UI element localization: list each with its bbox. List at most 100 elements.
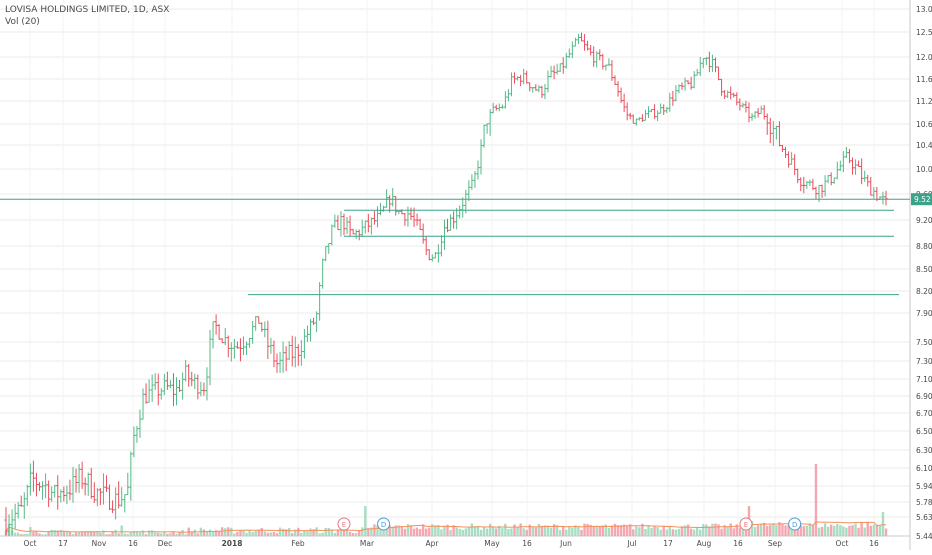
x-tick-label: May [484, 539, 500, 548]
volume-bar [473, 526, 477, 536]
volume-bar [638, 527, 641, 536]
volume-bar [467, 526, 471, 536]
volume-bar [77, 532, 81, 536]
y-tick-label: 8.50 [916, 265, 932, 274]
volume-bar [763, 522, 766, 536]
volume-bar [354, 532, 358, 536]
volume-bar [44, 534, 47, 536]
x-tick-label: Oct [24, 539, 37, 548]
volume-bar [680, 526, 684, 536]
volume-bar [388, 525, 391, 536]
volume-bar [13, 532, 17, 536]
y-tick-label: 11.60 [916, 75, 932, 84]
volume-bar [41, 534, 44, 536]
volume-bar [738, 527, 742, 536]
volume-bar [863, 527, 866, 536]
volume-bar [345, 529, 349, 536]
volume-bar [653, 526, 656, 536]
volume-bar [875, 524, 879, 536]
volume-bar [793, 526, 796, 536]
volume-bar [239, 530, 242, 536]
volume-bar [211, 531, 215, 536]
volume-bar [711, 523, 714, 536]
earnings-marker [337, 517, 351, 531]
volume-bar [172, 531, 175, 536]
volume-bar [756, 525, 760, 536]
volume-bar [839, 525, 842, 536]
indicator-label: Vol (20) [5, 17, 40, 27]
volume-bar [781, 524, 784, 536]
volume-bar [90, 531, 93, 536]
volume-bar [38, 533, 41, 536]
volume-bar [406, 524, 410, 536]
y-tick-label: 6.30 [916, 446, 932, 455]
volume-bar [790, 526, 793, 536]
volume-bar [750, 521, 754, 536]
volume-bar [613, 523, 617, 536]
volume-bar [294, 529, 297, 536]
volume-bar [202, 529, 206, 536]
x-tick-label: 16 [733, 539, 743, 548]
volume-bar [324, 527, 327, 536]
volume-bar [400, 526, 404, 536]
volume-bar [799, 525, 802, 536]
volume-bar [434, 525, 437, 536]
volume-bar [811, 524, 815, 536]
volume-bar [379, 527, 382, 536]
y-tick-label: 6.70 [916, 409, 932, 418]
volume-bar [59, 529, 63, 536]
volume-bar [391, 526, 394, 536]
volume-bar [245, 532, 248, 536]
volume-bar [848, 525, 851, 536]
volume-bar [814, 464, 818, 536]
volume-bar [616, 525, 620, 536]
y-tick-label: 6.50 [916, 427, 932, 436]
volume-bar [562, 526, 565, 536]
y-tick-label: 10.60 [916, 120, 932, 129]
volume-bar [528, 524, 531, 536]
volume-bar [482, 527, 486, 536]
volume-bar [421, 524, 425, 536]
marker-label: E [744, 521, 748, 529]
volume-bar [696, 527, 699, 536]
volume-bar [808, 523, 812, 536]
volume-bar [157, 532, 160, 536]
volume-bar [650, 527, 653, 536]
volume-bar [729, 523, 732, 536]
volume-bar [677, 528, 681, 536]
volume-bar [135, 531, 139, 536]
volume-bar [291, 533, 294, 536]
volume-bar [358, 530, 361, 536]
volume-bar [269, 532, 273, 536]
volume-bar [476, 525, 480, 536]
volume-bar [385, 525, 388, 536]
volume-bar [254, 530, 257, 536]
volume-bar [443, 525, 446, 536]
volume-bar [656, 526, 659, 536]
volume-bar [102, 530, 105, 536]
dividend-marker [788, 517, 802, 531]
marker-label: E [342, 521, 346, 529]
volume-bar [108, 534, 111, 536]
volume-bar [236, 531, 239, 536]
volume-bar [519, 523, 522, 536]
volume-bar [147, 530, 151, 536]
volume-bar [339, 530, 343, 536]
volume-bar [769, 524, 772, 536]
volume-bar [543, 525, 547, 536]
volume-bar [705, 524, 708, 536]
x-tick-label: 16 [522, 539, 532, 548]
dividend-marker [377, 517, 391, 531]
volume-bar [555, 525, 559, 536]
volume-bar [123, 533, 126, 536]
x-tick-label: Jul [626, 539, 636, 548]
volume-bar [531, 527, 534, 536]
volume-bar [437, 525, 440, 536]
chart-legend: LOVISA HOLDINGS LIMITED, 1D, ASX Vol (20… [5, 4, 169, 28]
volume-bar [580, 529, 583, 536]
volume-bar [26, 533, 29, 536]
volume-bar [169, 532, 172, 536]
volume-bar [772, 523, 775, 536]
